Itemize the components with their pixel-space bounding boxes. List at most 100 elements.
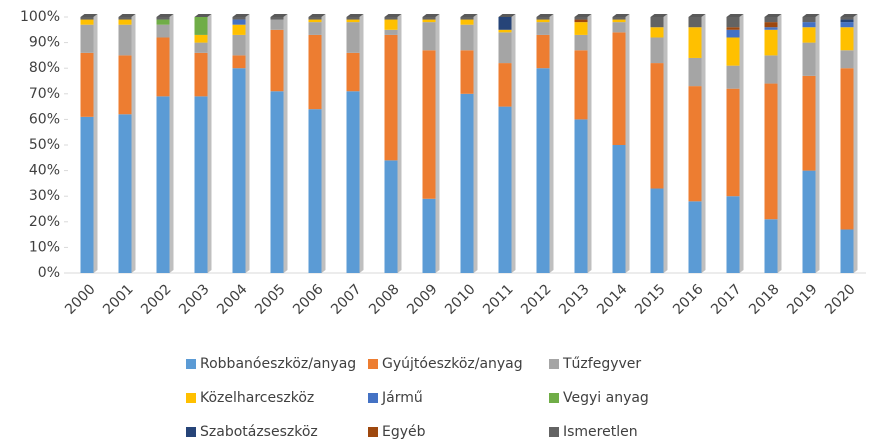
bar-segment xyxy=(232,19,246,25)
x-tick-label: 2014 xyxy=(594,281,631,318)
bar-top xyxy=(460,14,478,17)
bar-segment xyxy=(232,34,246,56)
y-tick-label: 50% xyxy=(29,137,60,153)
bar-segment xyxy=(498,32,512,64)
x-tick-label: 2011 xyxy=(480,281,517,318)
bar-segment xyxy=(498,17,512,30)
bar-segment xyxy=(156,24,170,38)
x-tick-label: 2008 xyxy=(366,281,403,318)
bar-segment xyxy=(460,50,474,94)
legend-label: Ismeretlen xyxy=(563,424,638,440)
bar-top xyxy=(650,14,668,17)
bar-segment xyxy=(764,17,778,23)
bar-side xyxy=(169,14,174,273)
bar-side xyxy=(853,14,858,273)
y-tick-label: 0% xyxy=(38,265,60,281)
bar-segment xyxy=(498,29,512,33)
legend-swatch xyxy=(549,427,559,437)
bar-top xyxy=(422,14,440,17)
x-tick-label: 2005 xyxy=(252,281,289,318)
bar-top xyxy=(498,14,516,17)
bar-segment xyxy=(308,109,322,273)
bar-segment xyxy=(536,19,550,23)
bar-segment xyxy=(270,91,284,274)
legend-label: Gyújtóeszköz/anyag xyxy=(382,356,523,372)
legend-label: Vegyi anyag xyxy=(563,390,649,406)
bar-segment xyxy=(840,17,854,20)
legend-label: Közelharceszköz xyxy=(200,390,314,406)
bar-segment xyxy=(536,22,550,35)
bar-segment xyxy=(156,17,170,20)
bar-segment xyxy=(840,229,854,273)
y-tick-label: 10% xyxy=(29,239,60,255)
bar-top xyxy=(384,14,402,17)
bar-segment xyxy=(422,17,436,20)
x-tick-label: 2002 xyxy=(138,281,175,318)
bar-segment xyxy=(384,160,398,273)
bar-side xyxy=(663,14,668,273)
bar-segment xyxy=(764,29,778,56)
bar-segment xyxy=(194,34,208,43)
bar-segment xyxy=(460,19,474,25)
bar-segment xyxy=(574,22,588,35)
y-tick-label: 80% xyxy=(29,60,60,76)
bar-segment xyxy=(574,119,588,274)
bar-segment xyxy=(270,17,284,20)
bar-side xyxy=(131,14,136,273)
bar-segment xyxy=(498,63,512,107)
legend-swatch xyxy=(368,427,378,437)
bar-segment xyxy=(612,32,626,145)
bar-segment xyxy=(422,22,436,51)
bar-segment xyxy=(764,22,778,28)
bar-top xyxy=(156,14,174,17)
bar-segment xyxy=(650,188,664,273)
bar-segment xyxy=(118,19,132,25)
bar-segment xyxy=(612,22,626,33)
bar-side xyxy=(587,14,592,273)
bar-segment xyxy=(650,37,664,64)
bar-segment xyxy=(688,57,702,87)
bar-side xyxy=(777,14,782,273)
bar-segment xyxy=(80,17,94,20)
bar-segment xyxy=(802,170,816,273)
bar-segment xyxy=(194,17,208,35)
bar-segment xyxy=(726,29,740,38)
bar-segment xyxy=(802,17,816,23)
bar-segment xyxy=(232,55,246,69)
bar-segment xyxy=(574,50,588,120)
bar-segment xyxy=(460,17,474,20)
y-tick-label: 30% xyxy=(29,188,60,204)
bar-top xyxy=(840,14,858,17)
bar-segment xyxy=(194,52,208,97)
x-tick-label: 2010 xyxy=(442,281,479,318)
legend-swatch xyxy=(186,393,196,403)
bar-top xyxy=(802,14,820,17)
y-tick-label: 40% xyxy=(29,163,60,179)
bar-top xyxy=(574,14,592,17)
bar-top xyxy=(612,14,630,17)
legend-swatch xyxy=(368,393,378,403)
bar-side xyxy=(397,14,402,273)
x-tick-label: 2004 xyxy=(214,281,251,318)
bar-segment xyxy=(574,19,588,23)
bar-side xyxy=(245,14,250,273)
bar-segment xyxy=(764,55,778,84)
bar-segment xyxy=(840,68,854,230)
x-tick-label: 2018 xyxy=(746,281,783,318)
bar-segment xyxy=(346,52,360,92)
bar-top xyxy=(726,14,744,17)
bar-segment xyxy=(118,24,132,56)
bar-segment xyxy=(802,42,816,76)
bar-side xyxy=(549,14,554,273)
bar-segment xyxy=(232,24,246,35)
bar-top xyxy=(194,14,212,17)
bar-top xyxy=(308,14,326,17)
y-tick-label: 20% xyxy=(29,214,60,230)
bar-top xyxy=(536,14,554,17)
legend-label: Szabotázseszköz xyxy=(200,424,318,440)
bar-segment xyxy=(346,19,360,23)
bar-segment xyxy=(802,22,816,28)
bar-segment xyxy=(346,22,360,53)
legend-swatch xyxy=(549,393,559,403)
